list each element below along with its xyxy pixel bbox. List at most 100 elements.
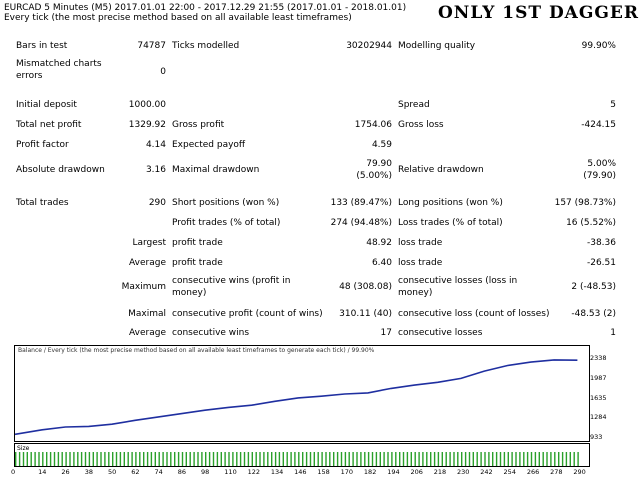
- payoff-label: Expected payoff: [172, 140, 246, 150]
- header-line-1: EURCAD 5 Minutes (M5) 2017.01.01 22:00 -…: [4, 3, 407, 13]
- balance-chart: Balance / Every tick (the most precise m…: [14, 345, 590, 442]
- x-tick-label: 206: [410, 468, 423, 476]
- size-bar: [534, 452, 537, 466]
- reldd-label: Relative drawdown: [398, 165, 484, 175]
- avg-profit-label: profit trade: [172, 258, 223, 268]
- size-bar: [119, 452, 122, 466]
- size-bar: [18, 452, 21, 466]
- size-bar: [561, 452, 564, 466]
- x-tick-label: 38: [84, 468, 93, 476]
- size-bar: [414, 452, 416, 466]
- long-value: 157 (98.73%): [554, 198, 616, 208]
- avg-cw-label: consecutive wins: [172, 328, 250, 338]
- long-label: Long positions (won %): [398, 198, 503, 208]
- size-bar: [410, 452, 412, 466]
- size-bar: [399, 452, 401, 466]
- size-bar: [569, 452, 571, 466]
- grossprofit-value: 1754.06: [354, 120, 392, 130]
- size-bar: [239, 452, 242, 466]
- absdd-value: 3.16: [145, 165, 166, 175]
- size-bar: [472, 452, 474, 466]
- size-bar: [515, 452, 517, 466]
- max-cw-value: 48 (308.08): [339, 282, 392, 292]
- strategy-tag: ONLY 1ST DAGGER: [438, 3, 639, 23]
- size-bar: [550, 452, 552, 466]
- avg-cl-label: consecutive losses: [398, 328, 483, 338]
- x-tick-label: 218: [433, 468, 447, 476]
- x-tick-label: 254: [503, 468, 516, 476]
- size-bar: [340, 452, 343, 466]
- size-bar: [530, 452, 533, 466]
- size-bar: [492, 452, 494, 466]
- x-tick-label: 290: [573, 468, 586, 476]
- size-bar: [457, 452, 459, 466]
- average-label: Average: [129, 258, 166, 268]
- x-tick-label: 266: [526, 468, 540, 476]
- size-bar: [480, 452, 482, 466]
- size-bar: [298, 452, 300, 466]
- size-bar: [573, 452, 575, 466]
- ticks-value: 30202944: [346, 41, 392, 51]
- max-cw-label: consecutive wins (profit in money): [172, 276, 291, 298]
- y-tick-label: 1635: [590, 393, 607, 402]
- size-bar: [371, 452, 374, 466]
- size-bar: [42, 452, 44, 466]
- size-bar: [158, 452, 160, 466]
- size-bar: [154, 452, 156, 466]
- size-bar: [395, 452, 397, 466]
- x-tick-label: 86: [177, 468, 187, 476]
- balance-line: [15, 359, 578, 436]
- x-tick-label: 122: [247, 468, 260, 476]
- size-bar: [294, 452, 296, 466]
- size-bar: [185, 452, 187, 466]
- largest-profit-label: profit trade: [172, 238, 223, 248]
- size-bar: [495, 452, 498, 466]
- size-bar: [49, 452, 52, 466]
- size-bar: [437, 452, 440, 466]
- payoff-value: 4.59: [371, 140, 392, 150]
- size-bar: [507, 452, 509, 466]
- size-bar: [100, 452, 102, 466]
- pf-value: 4.14: [145, 140, 166, 150]
- size-bar: [77, 452, 79, 466]
- size-bar: [247, 452, 250, 466]
- max-closs-value: -48.53 (2): [571, 309, 616, 319]
- maxdd-pct: (5.00%): [356, 171, 392, 181]
- x-tick-label: 62: [131, 468, 140, 476]
- size-bar: [166, 452, 168, 466]
- size-bar: [367, 452, 370, 466]
- size-bar: [26, 452, 28, 466]
- average2-label: Average: [129, 328, 166, 338]
- size-bar: [402, 452, 405, 466]
- size-bar: [352, 452, 354, 466]
- profit-trades-value: 274 (94.48%): [330, 218, 392, 228]
- size-bar: [526, 452, 529, 466]
- balance-plot: [15, 359, 578, 436]
- maximum-label: Maximum: [121, 282, 166, 292]
- size-bar: [162, 452, 164, 466]
- absdd-label: Absolute drawdown: [16, 165, 105, 175]
- size-bar: [406, 452, 409, 466]
- size-bar: [375, 452, 378, 466]
- x-tick-label: 14: [38, 468, 47, 476]
- largest-loss-label: loss trade: [398, 238, 443, 248]
- max-closs-label: consecutive loss (count of losses): [398, 309, 550, 319]
- loss-trades-value: 16 (5.52%): [566, 218, 616, 228]
- size-bar: [259, 452, 261, 466]
- largest-loss-value: -38.36: [586, 238, 616, 248]
- x-tick-label: 74: [154, 468, 163, 476]
- size-bar: [313, 452, 315, 466]
- size-bar: [321, 452, 323, 466]
- size-bar: [538, 452, 540, 466]
- deposit-value: 1000.00: [128, 100, 166, 110]
- size-bar: [193, 452, 195, 466]
- x-tick-label: 50: [107, 468, 117, 476]
- grossloss-value: -424.15: [581, 120, 616, 130]
- size-bar: [360, 452, 362, 466]
- size-bar: [46, 452, 48, 466]
- size-bar: [115, 452, 118, 466]
- size-bar: [271, 452, 273, 466]
- short-label: Short positions (won %): [172, 198, 280, 208]
- loss-trades-label: Loss trades (% of total): [398, 218, 503, 228]
- quality-label: Modelling quality: [398, 41, 476, 51]
